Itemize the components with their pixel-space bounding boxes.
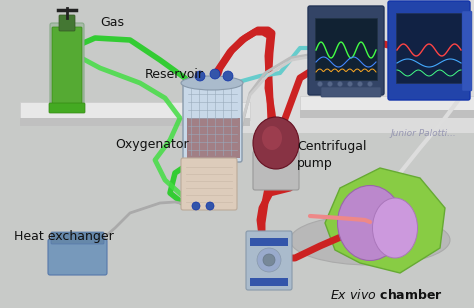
FancyBboxPatch shape <box>52 27 82 109</box>
Circle shape <box>206 202 214 210</box>
Circle shape <box>357 82 363 87</box>
Text: Reservoir: Reservoir <box>145 68 204 81</box>
FancyBboxPatch shape <box>48 239 107 275</box>
Ellipse shape <box>290 215 450 265</box>
Text: Heat exchanger: Heat exchanger <box>14 230 114 243</box>
Text: Oxygenator: Oxygenator <box>115 138 189 151</box>
FancyBboxPatch shape <box>315 18 377 80</box>
FancyBboxPatch shape <box>396 13 462 83</box>
Circle shape <box>337 82 343 87</box>
FancyBboxPatch shape <box>321 87 381 97</box>
FancyBboxPatch shape <box>187 118 240 158</box>
FancyBboxPatch shape <box>462 11 472 91</box>
Ellipse shape <box>253 117 299 169</box>
Circle shape <box>257 248 281 272</box>
Polygon shape <box>220 0 474 133</box>
FancyBboxPatch shape <box>20 118 250 126</box>
Circle shape <box>195 71 205 81</box>
Text: Gas: Gas <box>100 16 124 29</box>
FancyBboxPatch shape <box>183 83 242 162</box>
FancyBboxPatch shape <box>250 238 288 246</box>
FancyBboxPatch shape <box>300 96 474 112</box>
FancyBboxPatch shape <box>388 1 470 100</box>
FancyBboxPatch shape <box>20 102 250 120</box>
FancyBboxPatch shape <box>253 151 299 190</box>
Ellipse shape <box>373 198 418 258</box>
FancyBboxPatch shape <box>246 231 292 290</box>
Circle shape <box>263 254 275 266</box>
FancyBboxPatch shape <box>181 158 237 210</box>
Circle shape <box>347 82 353 87</box>
Circle shape <box>192 202 200 210</box>
FancyBboxPatch shape <box>59 15 75 31</box>
Polygon shape <box>325 168 445 273</box>
Circle shape <box>367 82 373 87</box>
FancyBboxPatch shape <box>49 103 85 113</box>
FancyBboxPatch shape <box>51 232 104 244</box>
Text: $\it{Ex\ vivo}$ chamber: $\it{Ex\ vivo}$ chamber <box>330 288 443 302</box>
Ellipse shape <box>337 185 402 261</box>
Ellipse shape <box>181 76 243 90</box>
Ellipse shape <box>262 126 282 150</box>
Circle shape <box>210 69 220 79</box>
Text: Junior Palotti...: Junior Palotti... <box>390 128 456 137</box>
Circle shape <box>328 82 332 87</box>
FancyBboxPatch shape <box>308 6 384 95</box>
Text: Centrifugal
pump: Centrifugal pump <box>297 140 366 170</box>
Circle shape <box>223 71 233 81</box>
Circle shape <box>318 82 322 87</box>
FancyBboxPatch shape <box>50 23 84 112</box>
FancyBboxPatch shape <box>250 278 288 286</box>
FancyBboxPatch shape <box>300 110 474 118</box>
